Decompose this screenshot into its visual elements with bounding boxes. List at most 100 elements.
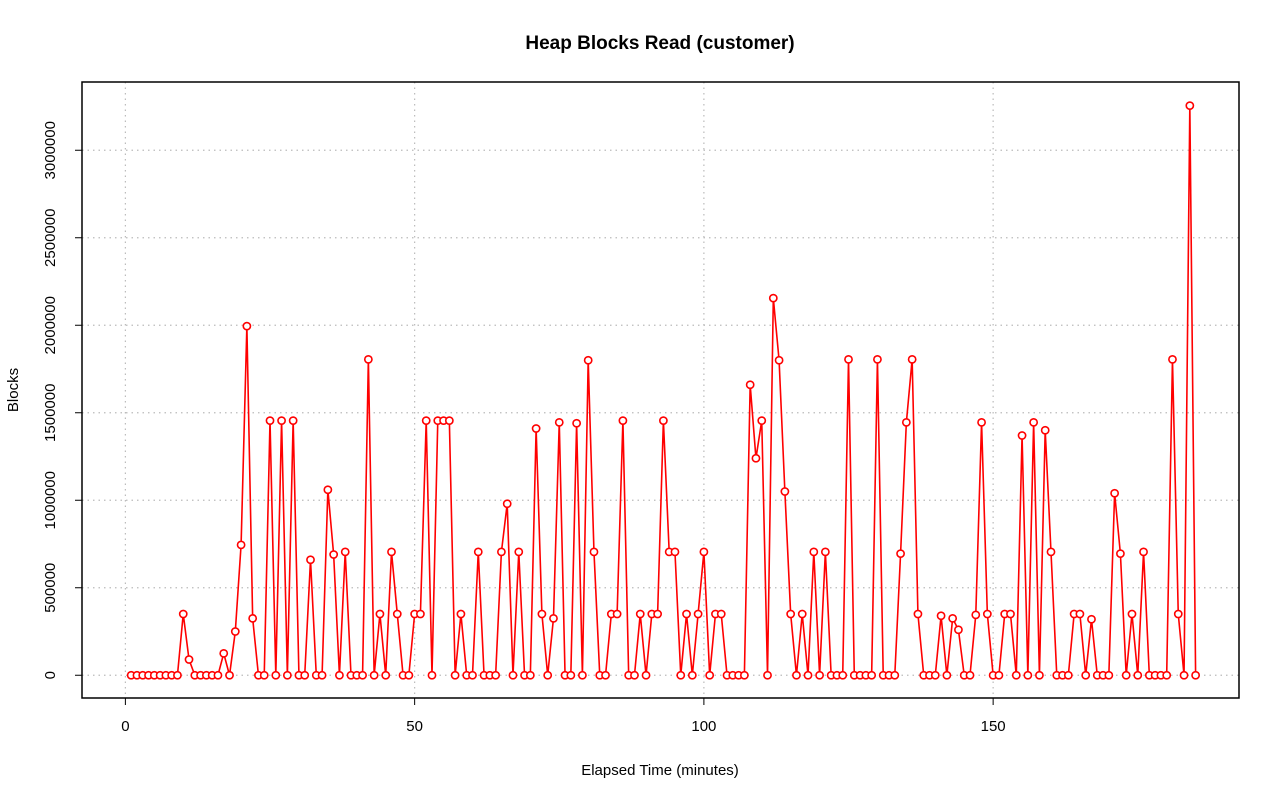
data-point (525, 670, 535, 680)
data-point (751, 453, 761, 463)
data-point (1168, 354, 1177, 364)
y-axis: 0 500000 1000000 1500000 2000000 2500000 30000… (42, 121, 82, 679)
data-point (416, 609, 425, 619)
data-point (693, 609, 703, 619)
data-point (763, 670, 772, 680)
data-point (335, 670, 344, 680)
chart-title: Heap Blocks Read (customer) (525, 33, 794, 54)
series-line (131, 105, 1197, 677)
data-point (792, 670, 801, 680)
data-point (1006, 609, 1015, 619)
y-tick-label: 2000000 (42, 296, 59, 354)
data-point (994, 670, 1004, 680)
data-point (473, 547, 483, 557)
plot-frame (81, 81, 1240, 699)
data-point (716, 609, 726, 619)
x-axis: 0 50 100 150 (121, 698, 1006, 735)
data-point (236, 540, 246, 550)
data-point (948, 613, 958, 623)
data-point (508, 670, 518, 680)
data-point (265, 416, 275, 426)
data-point (936, 611, 946, 621)
data-point (404, 670, 414, 680)
data-points (126, 101, 1201, 680)
data-point (444, 416, 454, 426)
x-tick-label: 50 (406, 718, 423, 735)
data-point (699, 547, 709, 557)
data-point (1173, 609, 1183, 619)
y-tick-label: 1500000 (42, 384, 59, 442)
data-point (219, 648, 229, 658)
data-point (942, 670, 952, 680)
data-point (566, 670, 576, 680)
data-point (1185, 101, 1195, 111)
data-point (1081, 670, 1091, 680)
data-point (271, 670, 281, 680)
data-point (317, 670, 327, 680)
data-point (757, 416, 767, 426)
data-point (612, 609, 622, 619)
y-tick-label: 3000000 (42, 121, 59, 179)
data-point (913, 609, 923, 619)
data-point (745, 380, 755, 390)
data-point (300, 670, 310, 680)
data-point (363, 354, 373, 364)
data-point (601, 670, 610, 680)
data-point (809, 547, 819, 557)
data-point (173, 670, 182, 680)
data-point (427, 670, 437, 680)
data-point (578, 670, 587, 680)
data-point (982, 609, 992, 619)
data-point (635, 609, 645, 619)
data-point (230, 627, 240, 636)
data-point (381, 670, 391, 680)
data-point (838, 670, 848, 680)
data-point (653, 609, 663, 619)
data-point (387, 547, 396, 557)
data-point (768, 293, 778, 303)
data-point (572, 418, 582, 428)
data-point (537, 609, 547, 619)
data-point (815, 670, 824, 680)
data-point (369, 670, 379, 680)
data-point (340, 547, 350, 557)
series-line-layer (131, 105, 1197, 677)
data-point (225, 670, 234, 680)
data-point (977, 417, 986, 427)
data-point (641, 670, 651, 680)
data-point (282, 670, 292, 680)
data-point (248, 613, 258, 623)
grid (82, 82, 1239, 698)
data-point (502, 499, 512, 509)
data-point (531, 424, 541, 433)
data-point (306, 555, 315, 565)
data-point (803, 670, 813, 680)
data-point (1063, 670, 1073, 680)
x-tick-label: 0 (121, 718, 129, 735)
x-tick-label: 100 (691, 718, 716, 735)
data-point (421, 416, 431, 426)
data-point (1087, 614, 1096, 624)
data-point (1040, 425, 1050, 435)
data-point (844, 354, 853, 364)
data-point (497, 547, 506, 557)
data-point (543, 670, 553, 680)
data-point (676, 670, 686, 680)
y-tick-label: 500000 (42, 563, 59, 613)
y-tick-label: 1000000 (42, 471, 59, 529)
data-point (1121, 670, 1131, 680)
data-point (1139, 547, 1148, 557)
data-point (178, 609, 188, 619)
data-point (277, 416, 286, 426)
data-point (873, 354, 882, 364)
data-point (820, 547, 830, 557)
data-point (259, 670, 269, 680)
data-point (1110, 488, 1120, 498)
data-point (456, 609, 466, 619)
data-point (1179, 670, 1189, 680)
data-point (890, 670, 900, 680)
data-point (1127, 609, 1137, 619)
data-point (705, 670, 715, 680)
data-point (965, 670, 975, 680)
data-point (867, 670, 877, 680)
